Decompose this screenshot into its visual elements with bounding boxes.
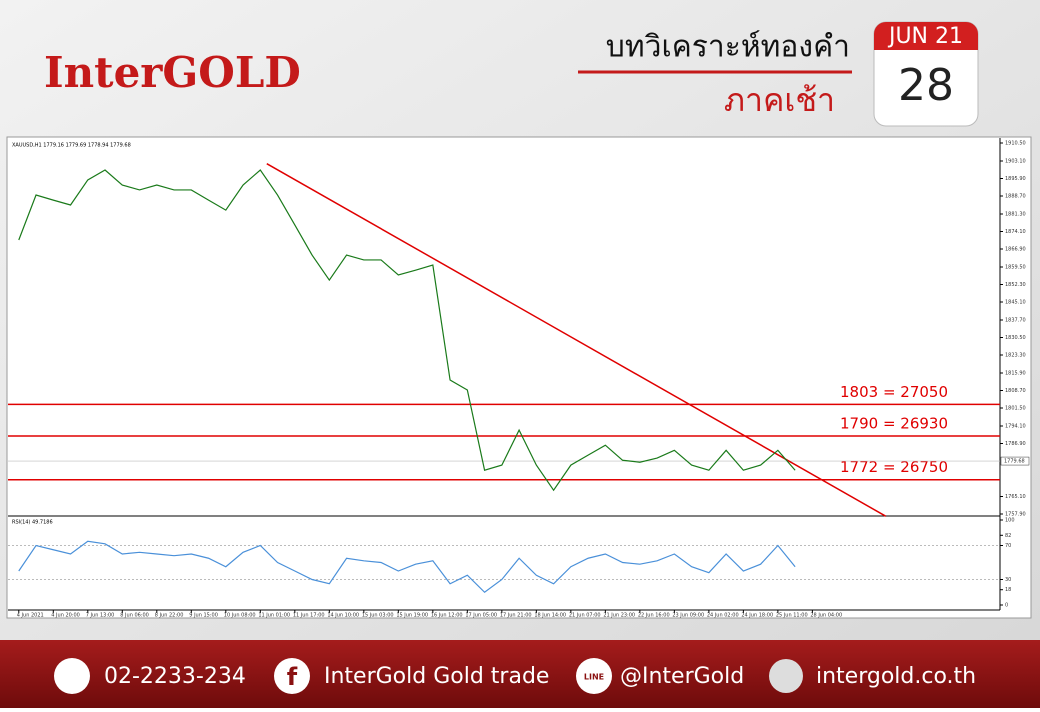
y-tick-label: 1801.50 xyxy=(1005,406,1026,412)
footer xyxy=(0,640,1040,708)
x-tick-label: 28 Jun 04:00 xyxy=(810,613,842,619)
header-subtitle: ภาคเช้า xyxy=(724,81,835,119)
x-tick-label: 17 Jun 05:00 xyxy=(465,613,497,619)
x-tick-label: 23 Jun 09:00 xyxy=(672,613,704,619)
y-tick-label: 1794.10 xyxy=(1005,423,1026,429)
website: intergold.co.th xyxy=(816,664,976,689)
x-tick-label: 8 Jun 22:00 xyxy=(155,613,184,619)
x-tick-label: 24 Jun 02:00 xyxy=(707,613,739,619)
trendline xyxy=(266,163,887,517)
x-tick-label: 8 Jun 06:00 xyxy=(120,613,149,619)
price-line xyxy=(18,169,796,492)
y-tick-label: 1852.30 xyxy=(1005,282,1026,288)
brand: InterGOLD xyxy=(44,48,301,97)
header-title: บทวิเคราะห์ทองคำ xyxy=(606,30,850,65)
line-icon xyxy=(576,658,612,694)
line-id: @InterGold xyxy=(620,664,744,689)
x-tick-label: 16 Jun 12:00 xyxy=(431,613,463,619)
price-line xyxy=(18,540,796,594)
web-icon xyxy=(769,659,803,693)
y-tick-label: 1845.10 xyxy=(1005,300,1026,306)
x-tick-label: 21 Jun 23:00 xyxy=(603,613,635,619)
y-tick-label: 1765.10 xyxy=(1005,494,1026,500)
line-icon-glyph: LINE xyxy=(584,673,604,682)
x-tick-label: 24 Jun 18:00 xyxy=(741,613,773,619)
y-tick-label: 1874.10 xyxy=(1005,229,1026,235)
y-tick-label: 1823.30 xyxy=(1005,353,1026,359)
y-tick-label: 82 xyxy=(1005,533,1011,539)
y-tick-label: 30 xyxy=(1005,577,1011,583)
y-tick-label: 100 xyxy=(1005,518,1015,524)
x-tick-label: 4 Jun 20:00 xyxy=(51,613,80,619)
chart-panel xyxy=(6,136,1032,619)
calendar-month: JUN 21 xyxy=(887,24,963,49)
phone-icon xyxy=(54,658,90,694)
y-tick-label: 1786.90 xyxy=(1005,441,1026,447)
pane-title: XAUUSD,H1 1779.16 1779.69 1778.94 1779.6… xyxy=(12,143,131,149)
x-tick-label: 15 Jun 19:00 xyxy=(396,613,428,619)
y-tick-label: 1903.10 xyxy=(1005,158,1026,164)
calendar-day: 28 xyxy=(898,60,954,111)
facebook-icon-glyph: f xyxy=(287,663,298,691)
facebook-icon xyxy=(274,658,310,694)
level-label: 1772 = 26750 xyxy=(840,458,948,476)
y-tick-label: 1859.50 xyxy=(1005,264,1026,270)
y-tick-label: 1808.70 xyxy=(1005,388,1026,394)
y-tick-label: 70 xyxy=(1005,543,1011,549)
calendar-band xyxy=(874,22,978,50)
x-tick-label: 4 Jun 2021 xyxy=(17,613,44,619)
phone: 02-2233-234 xyxy=(104,664,246,689)
level-label: 1790 = 26930 xyxy=(840,414,948,432)
y-tick-label: 1757.90 xyxy=(1005,512,1026,518)
x-tick-label: 15 Jun 03:00 xyxy=(362,613,394,619)
x-tick-label: 11 Jun 17:00 xyxy=(293,613,325,619)
y-tick-label: 18 xyxy=(1005,587,1011,593)
x-tick-label: 10 Jun 08:00 xyxy=(224,613,256,619)
y-tick-label: 1888.70 xyxy=(1005,194,1026,200)
y-tick-label: 1815.90 xyxy=(1005,370,1026,376)
x-tick-label: 25 Jun 11:00 xyxy=(776,613,808,619)
y-tick-label: 1881.30 xyxy=(1005,211,1026,217)
y-tick-label: 1910.50 xyxy=(1005,141,1026,147)
current-price-tag xyxy=(1000,456,1030,466)
y-tick-label: 1895.90 xyxy=(1005,176,1026,182)
x-tick-label: 22 Jun 16:00 xyxy=(638,613,670,619)
plot: XAUUSD,H1 1779.16 1779.69 1778.94 1779.6… xyxy=(8,141,1030,619)
current-price-label: 1779.68 xyxy=(1004,459,1025,465)
facebook: InterGold Gold trade xyxy=(324,664,549,689)
level-label: 1803 = 27050 xyxy=(840,383,948,401)
y-tick-label: 1830.50 xyxy=(1005,335,1026,341)
x-tick-label: 21 Jun 07:00 xyxy=(569,613,601,619)
y-tick-label: 0 xyxy=(1005,603,1008,609)
x-tick-label: 9 Jun 15:00 xyxy=(189,613,218,619)
pane-title: RSI(14) 49.7186 xyxy=(12,520,53,526)
y-tick-label: 1837.70 xyxy=(1005,317,1026,323)
x-tick-label: 11 Jun 01:00 xyxy=(258,613,290,619)
x-tick-label: 17 Jun 21:00 xyxy=(500,613,532,619)
x-tick-label: 18 Jun 14:00 xyxy=(534,613,566,619)
x-tick-label: 7 Jun 13:00 xyxy=(86,613,115,619)
x-tick-label: 14 Jun 10:00 xyxy=(327,613,359,619)
y-tick-label: 1866.90 xyxy=(1005,247,1026,253)
